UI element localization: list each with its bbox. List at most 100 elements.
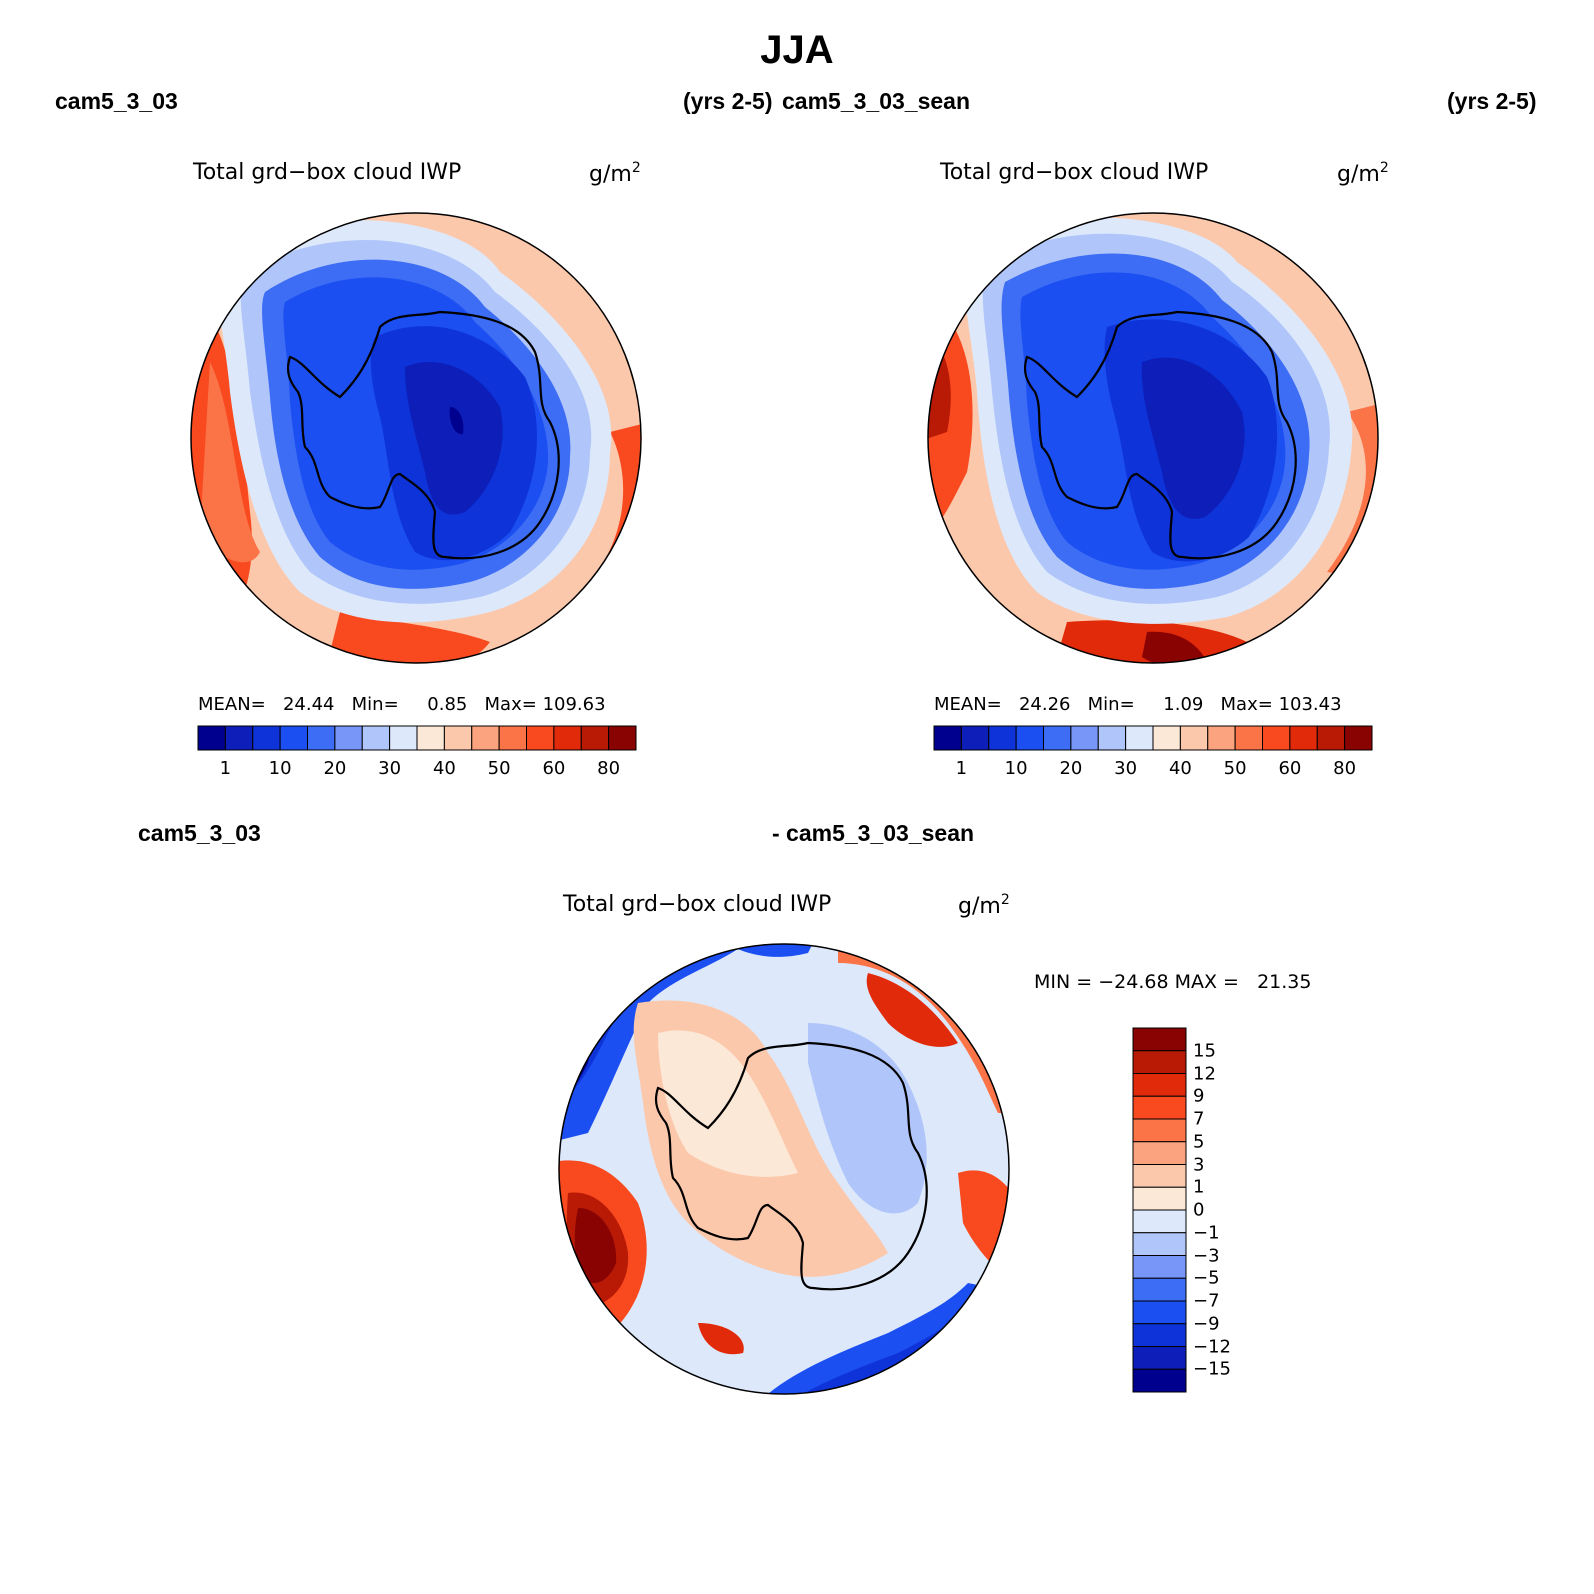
diff-stats: MIN = −24.68 MAX = 21.35 bbox=[1034, 971, 1312, 993]
diff-west-max-spot bbox=[574, 1208, 617, 1283]
colorbar2-tick-label: 30 bbox=[1114, 758, 1138, 779]
panel2-mean-value: 24.26 bbox=[1018, 694, 1071, 715]
diff-northeast-strong-positive bbox=[866, 973, 958, 1047]
diff-colorbar bbox=[1132, 1027, 1187, 1393]
diff-east-interior-negative bbox=[808, 1023, 927, 1214]
colorbar2-swatch bbox=[1015, 725, 1045, 751]
colorbar2-swatch bbox=[1234, 725, 1264, 751]
panel2-min-value: 1.09 bbox=[1163, 694, 1204, 715]
panel1-stats: MEAN= 24.44 Min= 0.85 Max= 109.63 bbox=[198, 694, 606, 715]
colorbar2-swatch bbox=[1179, 725, 1209, 751]
diff-min-label: MIN = bbox=[1034, 971, 1093, 993]
colorbar1-swatch bbox=[471, 725, 500, 751]
diff-colorbar-swatch bbox=[1132, 1186, 1187, 1211]
diff-colorbar-tick-label: −7 bbox=[1193, 1290, 1220, 1312]
map2-antarctica-coastline bbox=[1023, 310, 1297, 560]
diff-max-label: MAX = bbox=[1174, 971, 1239, 993]
colorbar2-tick-label: 20 bbox=[1059, 758, 1083, 779]
colorbar1-swatch bbox=[197, 725, 226, 751]
diff-colorbar-tick-label: −5 bbox=[1193, 1267, 1220, 1289]
diff-colorbar-tick-label: 1 bbox=[1193, 1176, 1205, 1198]
panel1-mean-label: MEAN= bbox=[198, 694, 266, 715]
map2-darkest-blue-band bbox=[1141, 357, 1245, 519]
diff-colorbar-swatch bbox=[1132, 1300, 1187, 1325]
diff-colorbar-tick-label: 5 bbox=[1193, 1131, 1205, 1153]
diff-colorbar-swatch bbox=[1132, 1346, 1187, 1370]
diff-colorbar-tick-label: −9 bbox=[1193, 1313, 1220, 1335]
colorbar2-swatch bbox=[1152, 725, 1181, 751]
panel1-mean-value: 24.44 bbox=[282, 694, 335, 715]
panel1-min-value: 0.85 bbox=[427, 694, 468, 715]
colorbar1-tick-label: 80 bbox=[597, 758, 621, 779]
diff-units: g/m2 bbox=[958, 892, 1010, 919]
colorbar1-swatch bbox=[416, 725, 445, 751]
panel2-units: g/m2 bbox=[1337, 160, 1389, 187]
map2-outline bbox=[927, 212, 1379, 664]
diff-colorbar-swatch bbox=[1132, 1323, 1187, 1347]
panel1-polar-map bbox=[190, 212, 642, 664]
colorbar1-swatch bbox=[498, 725, 528, 751]
colorbar1-tick-label: 60 bbox=[542, 758, 566, 779]
diff-antarctica-coastline bbox=[654, 1041, 928, 1291]
colorbar2-swatch bbox=[1262, 725, 1291, 751]
diff-colorbar-tick-label: −3 bbox=[1193, 1245, 1220, 1266]
diff-max-value: 21.35 bbox=[1257, 971, 1312, 993]
diff-colorbar-swatch bbox=[1132, 1232, 1187, 1256]
diff-colorbar-tick-label: 0 bbox=[1193, 1199, 1205, 1221]
diff-colorbar-swatch bbox=[1132, 1027, 1187, 1052]
diff-colorbar-tick-label: 9 bbox=[1193, 1085, 1205, 1107]
colorbar1-swatch bbox=[389, 725, 418, 751]
map1-antarctica-coastline bbox=[286, 310, 560, 560]
colorbar1-tick-label: 20 bbox=[323, 758, 347, 779]
diff-colorbar-swatch bbox=[1132, 1073, 1187, 1097]
diff-outline bbox=[558, 943, 1010, 1395]
panel2-colorbar bbox=[933, 725, 1373, 751]
colorbar2-swatch bbox=[1070, 725, 1099, 751]
diff-colorbar-tick-label: −15 bbox=[1193, 1358, 1231, 1380]
diff-colorbar-swatch bbox=[1132, 1118, 1187, 1143]
colorbar1-swatch bbox=[553, 725, 582, 751]
panel2-years: (yrs 2-5) bbox=[1447, 88, 1537, 114]
colorbar2-tick-label: 40 bbox=[1168, 758, 1192, 779]
map2-west-max-band bbox=[928, 322, 951, 442]
diff-colorbar-swatch bbox=[1132, 1164, 1187, 1188]
colorbar1-swatch bbox=[580, 725, 610, 751]
colorbar1-tick-label: 1 bbox=[219, 758, 232, 779]
map1-outline bbox=[190, 212, 642, 664]
diff-colorbar-tick-label: 12 bbox=[1193, 1063, 1216, 1084]
colorbar1-tick-label: 50 bbox=[487, 758, 511, 779]
diff-case-a: cam5_3_03 bbox=[138, 820, 261, 846]
colorbar1-tick-label: 30 bbox=[378, 758, 402, 779]
panel1-units: g/m2 bbox=[589, 160, 641, 187]
colorbar1-tick-label: 40 bbox=[432, 758, 456, 779]
panel2-stats: MEAN= 24.26 Min= 1.09 Max= 103.43 bbox=[934, 694, 1342, 715]
colorbar2-swatch bbox=[1043, 725, 1072, 751]
colorbar1-tick-label: 10 bbox=[268, 758, 292, 779]
diff-colorbar-tick-label: 7 bbox=[1193, 1108, 1205, 1130]
panel2-polar-map bbox=[927, 212, 1379, 664]
panel1-min-label: Min= bbox=[351, 694, 399, 715]
colorbar2-swatch bbox=[960, 725, 990, 751]
map1-darkest-blue-band bbox=[405, 361, 503, 515]
colorbar1-swatch bbox=[443, 725, 473, 751]
colorbar2-tick-label: 80 bbox=[1333, 758, 1357, 779]
colorbar1-swatch bbox=[334, 725, 363, 751]
colorbar1-swatch bbox=[224, 725, 254, 751]
colorbar2-swatch bbox=[988, 725, 1017, 751]
diff-colorbar-tick-label: −12 bbox=[1193, 1336, 1231, 1357]
colorbar1-swatch bbox=[307, 725, 336, 751]
colorbar1-swatch bbox=[608, 725, 637, 751]
panel1-colorbar bbox=[197, 725, 637, 751]
page-title: JJA bbox=[760, 28, 834, 72]
diff-colorbar-swatch bbox=[1132, 1368, 1187, 1393]
diff-min-value: −24.68 bbox=[1098, 971, 1169, 993]
colorbar1-swatch bbox=[252, 725, 281, 751]
diff-plot-title: Total grd−box cloud IWP bbox=[563, 892, 832, 917]
panel1-plot-title: Total grd−box cloud IWP bbox=[193, 160, 462, 185]
panel2-plot-title: Total grd−box cloud IWP bbox=[940, 160, 1209, 185]
map2-south-max-band bbox=[1142, 631, 1207, 663]
panel2-mean-label: MEAN= bbox=[934, 694, 1002, 715]
colorbar2-swatch bbox=[1289, 725, 1318, 751]
colorbar1-swatch bbox=[526, 725, 555, 751]
diff-colorbar-swatch bbox=[1132, 1095, 1187, 1120]
